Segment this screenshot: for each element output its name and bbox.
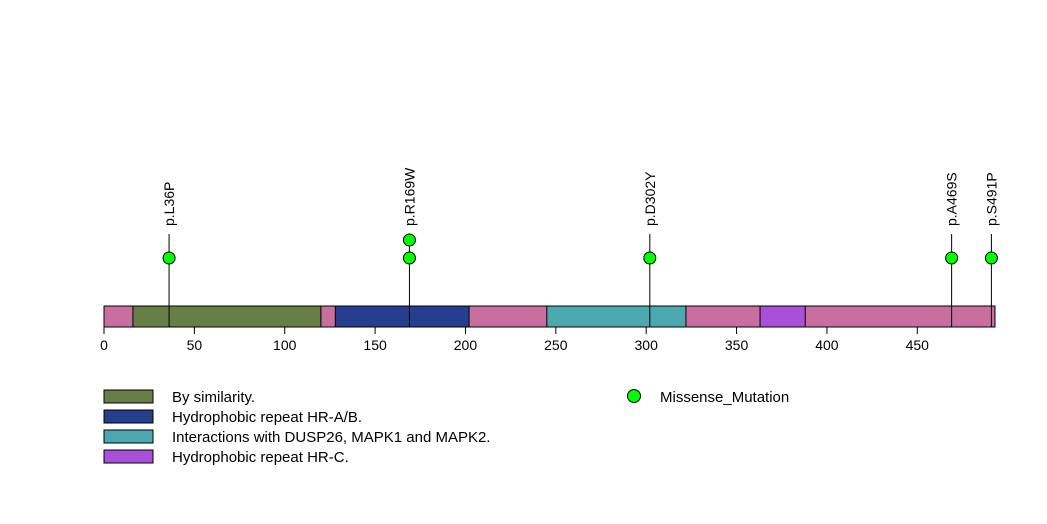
domain-segment [334,305,470,328]
legend-label: Hydrophobic repeat HR-A/B. [172,409,362,426]
x-axis-tick-label: 250 [544,337,568,353]
legend-label: Hydrophobic repeat HR-C. [172,449,349,466]
legend-swatch [103,429,154,444]
x-axis-tick-label: 200 [454,337,478,353]
mutation-label: p.S491P [983,172,999,226]
mutation-label: p.D302Y [642,171,658,226]
x-axis-tick-label: 0 [100,337,108,353]
domain-segment [132,305,322,328]
mutation-label: p.R169W [401,167,417,226]
legend-swatch [103,449,154,464]
domain-segment [759,305,806,328]
legend-swatch [103,389,154,404]
mutation-lollipops-group: p.L36P p.R169W p.D302Y p.A469S p.S491P [161,167,999,327]
legend-label: By similarity. [172,389,255,406]
mutation-marker [643,251,657,265]
x-axis-tick-label: 400 [815,337,839,353]
x-axis-tick-label: 300 [635,337,659,353]
x-axis-tick-label: 50 [187,337,203,353]
legend: By similarity. Hydrophobic repeat HR-A/B.… [103,389,789,466]
x-axis-tick-label: 100 [273,337,297,353]
domain-segments-group [132,305,806,328]
mutation-label: p.L36P [161,182,177,226]
x-axis: 0 50 100 150 200 250 300 350 400 450 [100,326,930,353]
x-axis-tick-label: 450 [906,337,930,353]
mutation-marker [402,251,416,265]
x-axis-tick-label: 150 [363,337,387,353]
legend-mutation-marker [627,389,641,403]
legend-swatch [103,409,154,424]
domain-segment [546,305,687,328]
mutation-marker [402,233,416,247]
mutation-label: p.A469S [944,172,960,226]
mutation-marker [162,251,176,265]
mutation-marker [945,251,959,265]
mutation-marker [984,251,998,265]
x-axis-tick-label: 350 [725,337,749,353]
legend-mutation-label: Missense_Mutation [660,389,789,406]
legend-label: Interactions with DUSP26, MAPK1 and MAPK… [172,429,490,446]
